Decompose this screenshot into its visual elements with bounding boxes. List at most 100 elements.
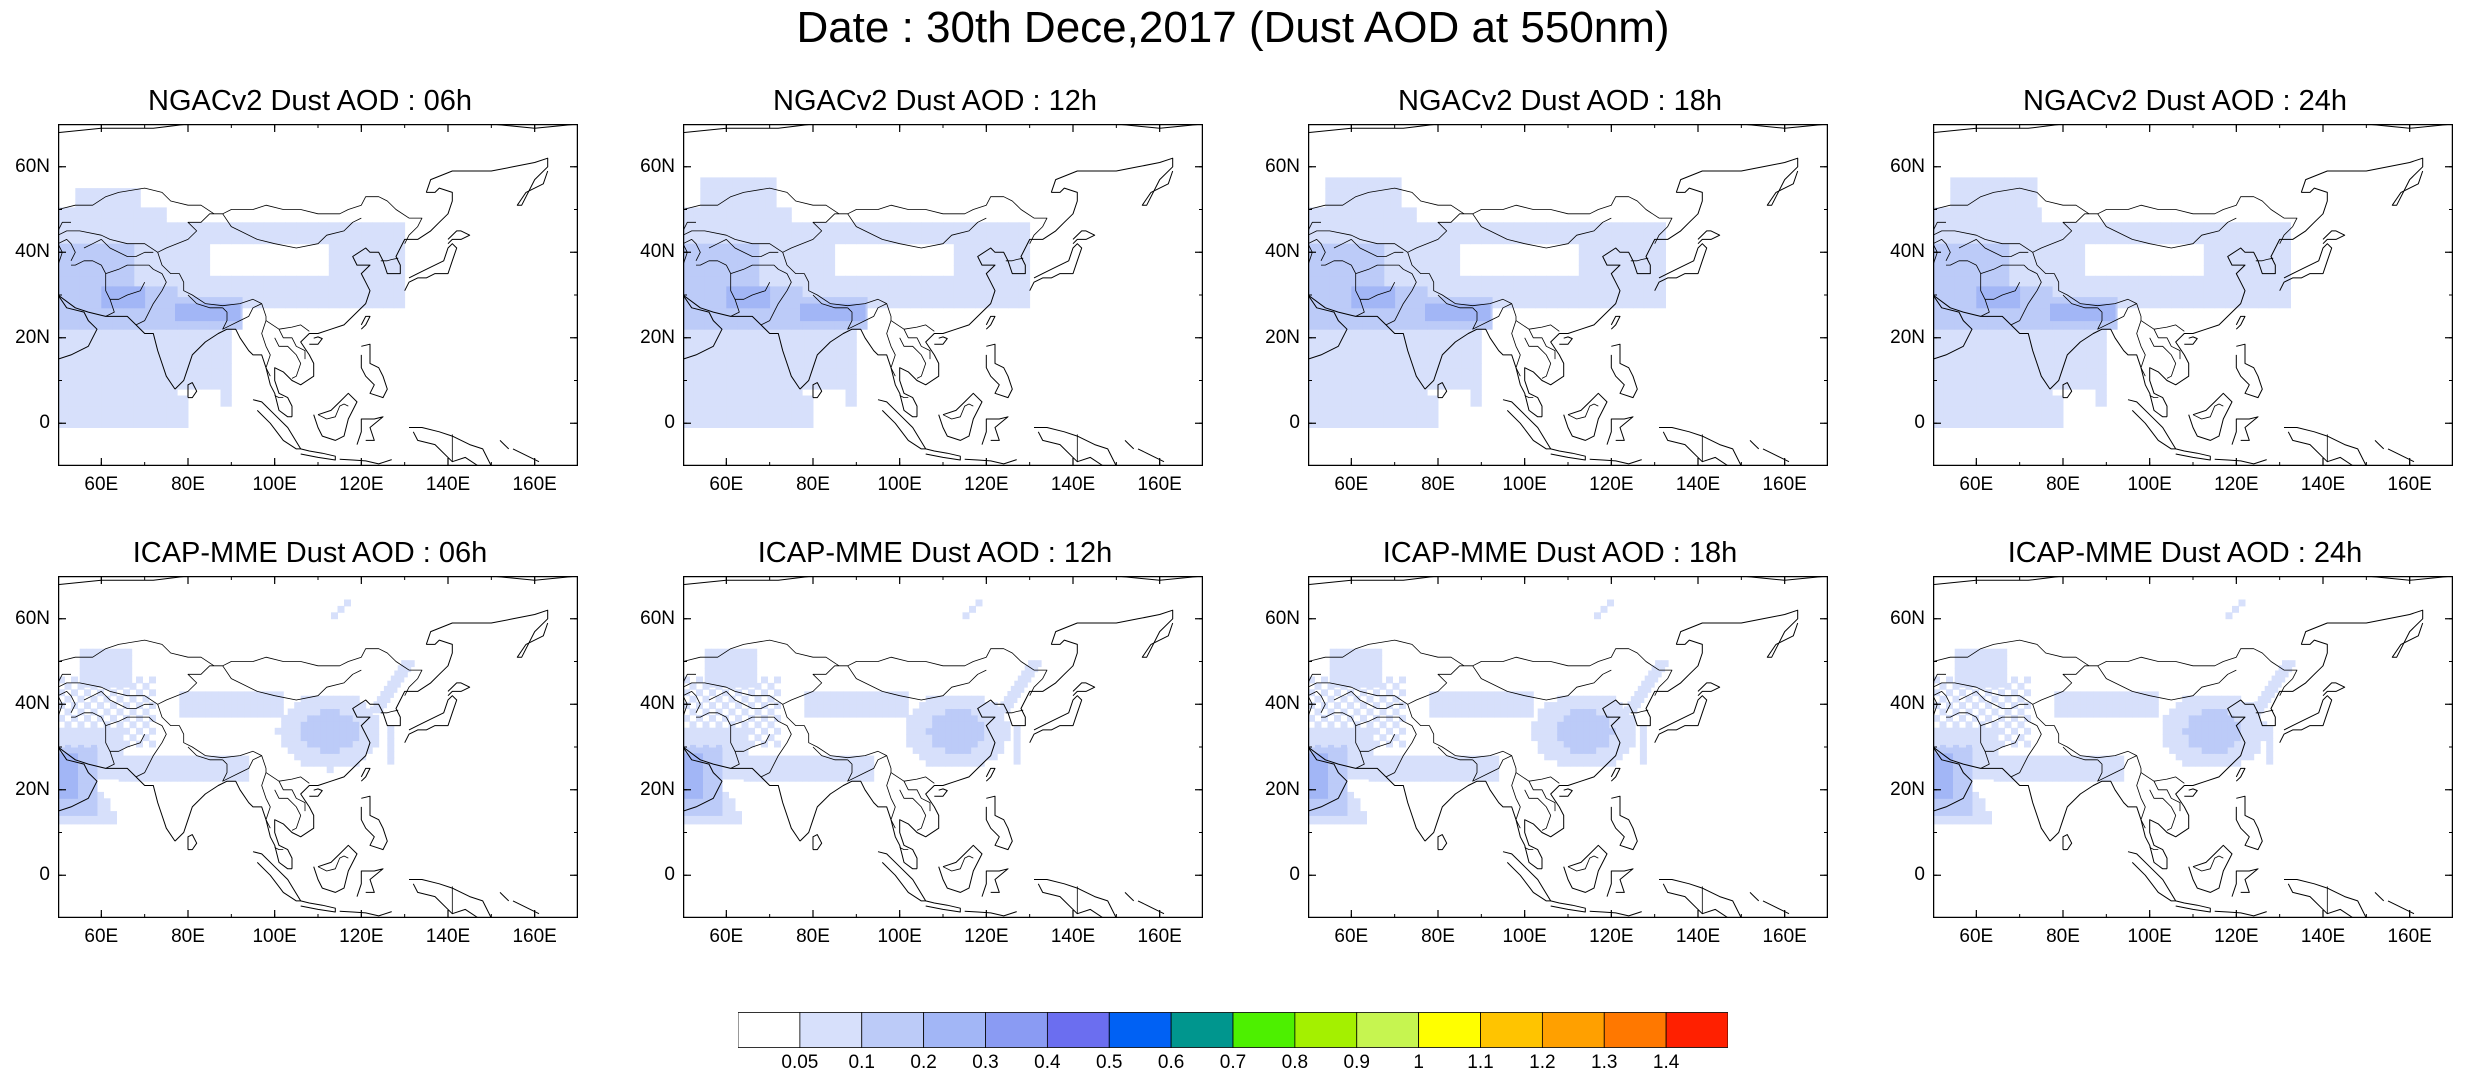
dust-cell — [1622, 747, 1629, 754]
dust-cell — [2009, 396, 2020, 407]
dust-cell — [731, 681, 738, 688]
dust-cell — [2269, 276, 2280, 287]
dust-cell — [1425, 312, 1436, 321]
dust-cell — [854, 312, 865, 321]
dust-cell — [2063, 265, 2074, 276]
dust-cell — [1384, 331, 1395, 342]
coastline — [1551, 449, 1586, 460]
dust-cell — [705, 331, 716, 342]
dust-cell — [1438, 265, 1449, 276]
dust-cell — [1019, 222, 1030, 233]
dust-cell — [889, 297, 900, 308]
dust-cell — [1955, 331, 1966, 342]
dust-cell — [2061, 304, 2072, 313]
dust-cell — [1583, 721, 1590, 728]
dust-cell — [1328, 809, 1335, 816]
dust-cell — [748, 396, 759, 407]
dust-cell — [1334, 728, 1341, 735]
dust-cell — [97, 805, 104, 812]
dust-cell — [361, 265, 372, 276]
dust-cell — [1449, 286, 1460, 297]
dust-cell — [197, 768, 204, 775]
dust-cell — [2215, 265, 2226, 276]
dust-cell — [690, 792, 697, 799]
dust-cell — [125, 668, 132, 675]
dust-cell — [1966, 363, 1977, 374]
dust-cell — [1330, 374, 1341, 385]
dust-cell — [288, 728, 295, 735]
dust-cell — [716, 244, 727, 255]
dust-cell — [2074, 222, 2085, 233]
dust-cell — [1369, 662, 1376, 669]
dust-cell — [952, 702, 959, 709]
dust-cell — [1955, 265, 1966, 276]
dust-cell — [791, 276, 802, 287]
dust-cell — [112, 396, 123, 407]
dust-cell — [1538, 741, 1545, 748]
dust-cell — [80, 406, 91, 417]
dust-cell — [711, 674, 718, 681]
dust-cell — [104, 805, 111, 812]
dust-cell — [850, 691, 857, 698]
dust-cell — [1375, 674, 1382, 681]
dust-cell — [1330, 286, 1341, 297]
dust-cell — [340, 265, 351, 276]
coastline — [926, 901, 961, 912]
dust-cell — [926, 734, 933, 741]
dust-cell — [104, 709, 111, 716]
dust-cell — [1438, 233, 1449, 244]
dust-cell — [824, 286, 835, 297]
dust-cell — [1315, 683, 1322, 690]
dust-cell — [921, 276, 932, 287]
dust-cell — [314, 709, 321, 716]
dust-cell — [945, 728, 952, 735]
coastline — [2236, 316, 2245, 329]
dust-cell — [130, 734, 137, 741]
dust-cell — [705, 396, 716, 407]
dust-cell — [340, 741, 347, 748]
dust-cell — [104, 798, 111, 805]
dust-cell — [716, 758, 723, 765]
dust-cell — [238, 704, 245, 711]
dust-cell — [1611, 254, 1622, 265]
dust-cell — [737, 662, 744, 669]
dust-cell — [696, 773, 703, 780]
dust-cell — [2009, 353, 2020, 364]
dust-cell — [830, 711, 837, 718]
dust-cell — [705, 417, 716, 428]
dust-cell — [1622, 244, 1633, 255]
dust-cell — [346, 747, 353, 754]
dust-cell — [1570, 741, 1577, 748]
dust-cell — [1328, 790, 1335, 797]
dust-cell — [1362, 655, 1369, 662]
dust-cell — [351, 276, 362, 287]
dust-cell — [69, 319, 80, 330]
dust-cell — [221, 396, 232, 407]
lon-tick-label: 60E — [66, 926, 136, 948]
dust-cell — [703, 734, 710, 741]
dust-cell — [690, 809, 697, 816]
dust-cell — [80, 353, 91, 364]
dust-cell — [1440, 775, 1447, 782]
coastline — [1698, 231, 1720, 244]
dust-cell — [2128, 222, 2139, 233]
dust-cell — [911, 286, 922, 297]
dust-cell — [1360, 766, 1367, 773]
dust-cell — [1341, 254, 1352, 265]
dust-cell — [1955, 297, 1966, 308]
lat-tick-label: 20N — [1877, 327, 1925, 349]
dust-cell — [750, 756, 757, 763]
dust-cell — [2193, 222, 2204, 233]
dust-cell — [1601, 297, 1612, 308]
dust-cell — [1334, 751, 1341, 758]
dust-cell — [307, 709, 314, 716]
dust-cell — [952, 715, 959, 722]
dust-cell — [1416, 396, 1427, 407]
dust-cell — [1596, 760, 1603, 767]
dust-cell — [2096, 222, 2107, 233]
dust-cell — [340, 753, 347, 760]
dust-cell — [958, 715, 965, 722]
dust-cell — [913, 709, 920, 716]
dust-cell — [997, 728, 1004, 735]
dust-cell — [1351, 385, 1362, 396]
